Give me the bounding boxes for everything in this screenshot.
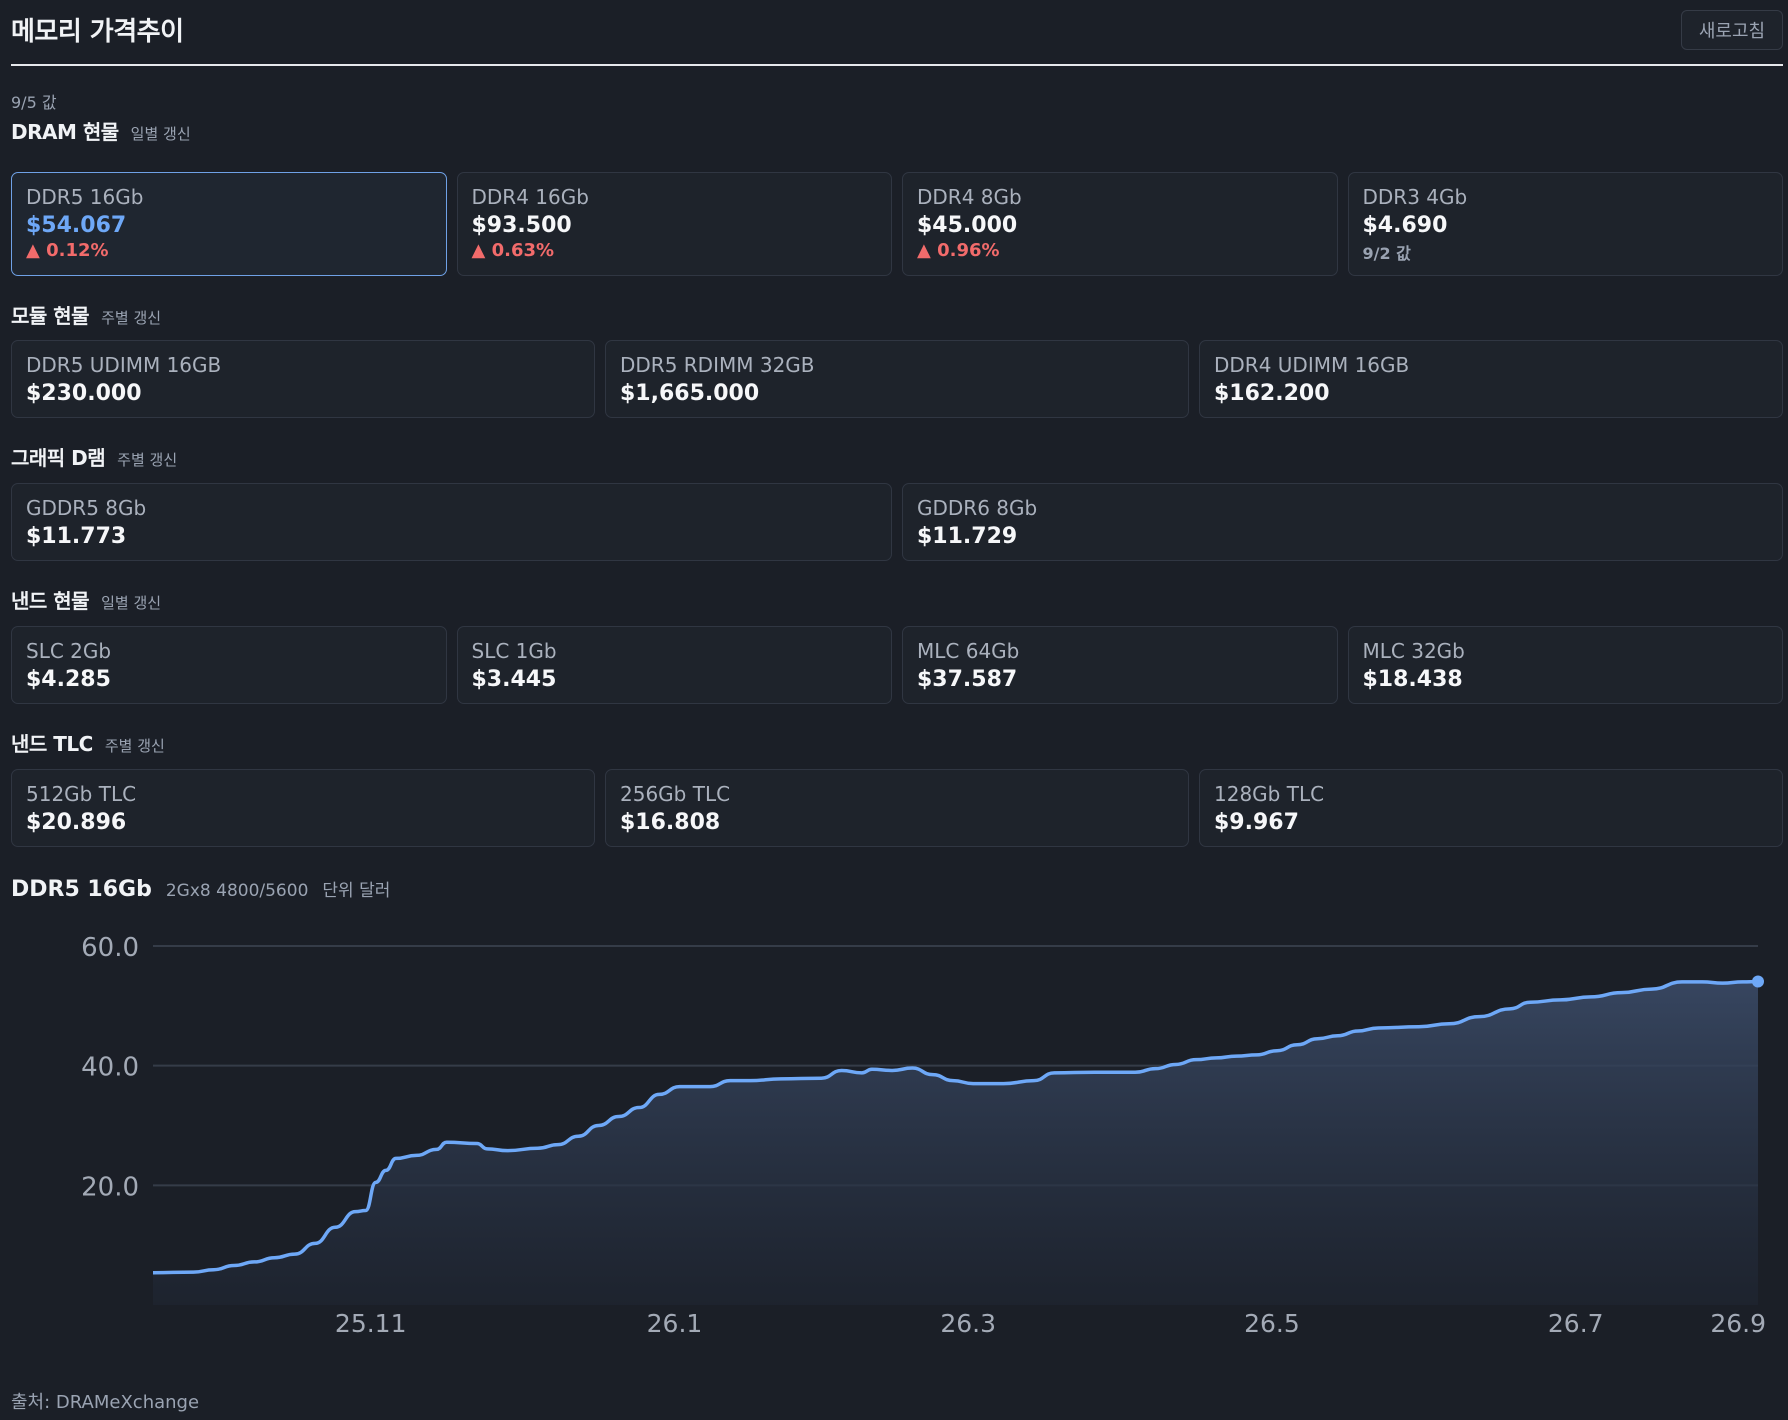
card-name: MLC 32Gb bbox=[1362, 639, 1465, 663]
section-header-module: 모듈 현물 주별 갱신 bbox=[11, 300, 161, 329]
section-title: DRAM 현물 bbox=[11, 120, 119, 144]
card-value: $11.729 bbox=[917, 524, 1018, 549]
card-name: 256Gb TLC bbox=[620, 782, 731, 806]
chart-header: DDR5 16Gb 2Gx8 4800/5600 단위 달러 bbox=[11, 876, 390, 902]
section-subtitle: 주별 갱신 bbox=[117, 451, 178, 469]
x-axis: 25.11 26.1 26.3 26.5 26.7 26.9 bbox=[335, 1309, 1766, 1338]
chart-area bbox=[153, 981, 1758, 1305]
price-card-ddr5-16gb[interactable]: DDR5 16Gb $54.067 ▲ 0.12% bbox=[11, 172, 447, 276]
nand-cards: SLC 2Gb $4.285 SLC 1Gb $3.445 MLC 64Gb $… bbox=[11, 626, 1783, 704]
section-header-dram: DRAM 현물 일별 갱신 bbox=[11, 116, 191, 145]
price-card-512gb-tlc[interactable]: 512Gb TLC $20.896 bbox=[11, 769, 595, 847]
card-name: 512Gb TLC bbox=[26, 782, 137, 806]
y-tick-label: 60.0 bbox=[81, 933, 139, 963]
price-card-ddr5-rdimm-32gb[interactable]: DDR5 RDIMM 32GB $1,665.000 bbox=[605, 340, 1189, 418]
card-name: SLC 1Gb bbox=[471, 639, 557, 663]
module-cards: DDR5 UDIMM 16GB $230.000 DDR5 RDIMM 32GB… bbox=[11, 340, 1783, 418]
source-label: 출처: DRAMeXchange bbox=[11, 1392, 200, 1413]
card-note: 9/2 값 bbox=[1362, 244, 1411, 263]
card-name: GDDR5 8Gb bbox=[26, 496, 147, 520]
card-name: DDR4 UDIMM 16GB bbox=[1214, 353, 1410, 377]
card-value: $1,665.000 bbox=[620, 381, 760, 406]
section-title: 낸드 TLC bbox=[11, 732, 93, 756]
card-name: DDR4 8Gb bbox=[917, 185, 1022, 209]
card-value: $9.967 bbox=[1214, 810, 1299, 835]
section-subtitle: 일별 갱신 bbox=[130, 125, 191, 143]
section-subtitle: 주별 갱신 bbox=[104, 737, 165, 755]
card-value: $3.445 bbox=[471, 667, 557, 692]
chart-line bbox=[152, 979, 1759, 1275]
card-value: $37.587 bbox=[917, 667, 1018, 692]
nand-tlc-cards: 512Gb TLC $20.896 256Gb TLC $16.808 128G… bbox=[11, 769, 1783, 847]
card-change: ▲ 0.63% bbox=[471, 240, 555, 261]
chart-title: DDR5 16Gb bbox=[11, 877, 152, 902]
as-of-label: 9/5 값 bbox=[11, 93, 57, 112]
price-card-256gb-tlc[interactable]: 256Gb TLC $16.808 bbox=[605, 769, 1189, 847]
section-title: 낸드 현물 bbox=[11, 589, 90, 613]
section-subtitle: 주별 갱신 bbox=[101, 309, 162, 327]
price-card-mlc-32gb[interactable]: MLC 32Gb $18.438 bbox=[1347, 626, 1783, 704]
price-card-ddr5-udimm-16gb[interactable]: DDR5 UDIMM 16GB $230.000 bbox=[11, 340, 595, 418]
refresh-button[interactable]: 새로고침 bbox=[1681, 10, 1783, 50]
chart-end-point[interactable] bbox=[1752, 975, 1764, 988]
header: 메모리 가격추이 새로고침 bbox=[11, 0, 1783, 66]
price-card-ddr3-4gb[interactable]: DDR3 4Gb $4.690 9/2 값 bbox=[1347, 172, 1783, 276]
card-change: ▲ 0.12% bbox=[26, 240, 109, 261]
page-title: 메모리 가격추이 bbox=[11, 17, 184, 47]
card-value: $54.067 bbox=[26, 213, 127, 238]
section-title: 모듈 현물 bbox=[11, 304, 90, 328]
section-title: 그래픽 D램 bbox=[11, 446, 106, 470]
chart-spec: 2Gx8 4800/5600 bbox=[165, 881, 309, 901]
card-name: DDR5 RDIMM 32GB bbox=[620, 353, 815, 377]
price-card-ddr4-udimm-16gb[interactable]: DDR4 UDIMM 16GB $162.200 bbox=[1199, 340, 1783, 418]
x-tick-label: 26.1 bbox=[647, 1309, 703, 1338]
price-chart[interactable]: 60.0 40.0 20.0 25.11 26.1 26.3 26.5 26.7 26.9 bbox=[0, 920, 1788, 1340]
y-tick-label: 20.0 bbox=[81, 1172, 139, 1202]
dram-cards: DDR5 16Gb $54.067 ▲ 0.12% DDR4 16Gb $93.… bbox=[11, 172, 1783, 276]
price-card-ddr4-16gb[interactable]: DDR4 16Gb $93.500 ▲ 0.63% bbox=[456, 172, 892, 276]
card-value: $4.690 bbox=[1362, 213, 1448, 238]
card-value: $4.285 bbox=[26, 667, 111, 692]
x-tick-label: 26.3 bbox=[940, 1309, 996, 1338]
y-tick-label: 40.0 bbox=[81, 1053, 139, 1083]
card-value: $18.438 bbox=[1362, 667, 1463, 692]
card-value: $11.773 bbox=[26, 524, 127, 549]
price-card-ddr4-8gb[interactable]: DDR4 8Gb $45.000 ▲ 0.96% bbox=[902, 172, 1338, 276]
card-value: $162.200 bbox=[1214, 381, 1330, 406]
card-name: 128Gb TLC bbox=[1214, 782, 1325, 806]
section-header-nand-tlc: 낸드 TLC 주별 갱신 bbox=[11, 728, 165, 757]
card-name: SLC 2Gb bbox=[26, 639, 112, 663]
card-value: $230.000 bbox=[26, 381, 142, 406]
price-card-mlc-64gb[interactable]: MLC 64Gb $37.587 bbox=[902, 626, 1338, 704]
card-value: $16.808 bbox=[620, 810, 721, 835]
card-name: DDR3 4Gb bbox=[1362, 185, 1468, 209]
card-name: DDR5 16Gb bbox=[26, 185, 144, 209]
card-value: $93.500 bbox=[471, 213, 572, 238]
section-subtitle: 일별 갱신 bbox=[101, 594, 162, 612]
card-name: MLC 64Gb bbox=[917, 639, 1020, 663]
card-name: DDR4 16Gb bbox=[471, 185, 589, 209]
card-change: ▲ 0.96% bbox=[917, 240, 1000, 261]
price-card-slc-1gb[interactable]: SLC 1Gb $3.445 bbox=[456, 626, 892, 704]
chart-unit: 단위 달러 bbox=[322, 881, 391, 901]
card-name: DDR5 UDIMM 16GB bbox=[26, 353, 222, 377]
price-card-gddr6-8gb[interactable]: GDDR6 8Gb $11.729 bbox=[902, 483, 1783, 561]
y-axis: 60.0 40.0 20.0 bbox=[81, 933, 139, 1202]
graphics-cards: GDDR5 8Gb $11.773 GDDR6 8Gb $11.729 bbox=[11, 483, 1783, 561]
card-value: $45.000 bbox=[917, 213, 1018, 238]
price-card-slc-2gb[interactable]: SLC 2Gb $4.285 bbox=[11, 626, 447, 704]
x-tick-label: 26.7 bbox=[1548, 1309, 1604, 1338]
card-name: GDDR6 8Gb bbox=[917, 496, 1038, 520]
card-value: $20.896 bbox=[26, 810, 127, 835]
x-tick-label: 26.9 bbox=[1710, 1309, 1766, 1338]
price-card-gddr5-8gb[interactable]: GDDR5 8Gb $11.773 bbox=[11, 483, 892, 561]
section-header-nand: 낸드 현물 일별 갱신 bbox=[11, 585, 161, 614]
price-card-128gb-tlc[interactable]: 128Gb TLC $9.967 bbox=[1199, 769, 1783, 847]
x-tick-label: 26.5 bbox=[1244, 1309, 1300, 1338]
section-header-graphics: 그래픽 D램 주별 갱신 bbox=[11, 442, 177, 471]
x-tick-label: 25.11 bbox=[335, 1309, 407, 1338]
